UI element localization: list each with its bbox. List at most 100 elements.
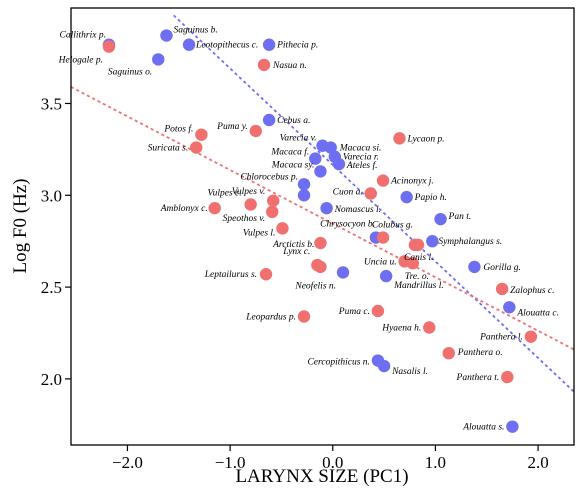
point-label: Suricata s.	[148, 144, 189, 154]
point-label: Gorilla g.	[483, 263, 520, 273]
y-tick-label: 2.0	[41, 370, 62, 389]
point-red	[244, 198, 257, 211]
point-label: Chrysocyon b.	[320, 220, 375, 230]
point-label: Nasua n.	[272, 61, 307, 71]
point-label: Neofelis n.	[294, 280, 336, 291]
point-label: Colubus g.	[372, 221, 413, 231]
point-label: Puma y.	[216, 122, 248, 132]
y-tick-label: 3.5	[41, 94, 62, 113]
point-label: Panthera l.	[479, 333, 523, 343]
point-label: Chlorocebus p.	[240, 172, 298, 182]
point-label: Vulpes v.	[232, 187, 265, 197]
point-label: Zalophus c.	[510, 286, 554, 296]
point-label: Hyaena h.	[381, 323, 421, 333]
point-blue	[434, 212, 447, 226]
point-label: Saguinus b.	[173, 26, 217, 36]
point-red	[406, 257, 420, 270]
plot-frame	[70, 7, 575, 446]
point-red	[276, 222, 289, 235]
point-blue	[320, 201, 333, 215]
point-red	[314, 260, 327, 274]
point-label: Acinonyx j.	[390, 177, 434, 187]
point-label: Nomascus l.	[334, 205, 381, 215]
point-red	[442, 346, 455, 360]
point-label: Alouatta s.	[462, 423, 504, 433]
point-label: Ateles f.	[346, 160, 378, 171]
point-label: Leopardus p.	[245, 312, 296, 322]
point-label: Panthera t.	[456, 373, 500, 383]
point-label: Saguinus o.	[108, 67, 152, 77]
point-label: Leotopithecus c.	[195, 41, 258, 51]
point-labels: Callithrix p. Saguinus b. Leotopithecus c.…	[58, 26, 559, 433]
point-label: Cuon a.	[333, 187, 363, 197]
point-blue	[297, 178, 311, 191]
point-red	[495, 282, 509, 296]
point-blue	[309, 152, 322, 165]
point-label: Cebus a.	[277, 116, 310, 126]
x-tick-label: −2.0	[112, 453, 143, 472]
point-red	[376, 231, 390, 244]
point-label: Vulpes l.	[243, 228, 276, 238]
point-label: Leptailurus s.	[204, 270, 257, 280]
point-label: Arctictis b.	[272, 240, 314, 250]
point-red	[266, 205, 279, 219]
point-blue	[506, 420, 519, 433]
point-label: Panthera o.	[457, 348, 503, 358]
point-red	[423, 321, 436, 334]
point-blue	[152, 53, 165, 66]
point-label: Macaca si.	[339, 144, 382, 154]
point-label: Helogale p.	[58, 56, 103, 66]
point-label: Symphalangus s.	[438, 237, 502, 247]
point-red	[267, 194, 280, 207]
point-blue	[160, 29, 173, 42]
point-blue	[468, 260, 481, 274]
point-label: Uncia u.	[364, 257, 397, 267]
point-label: Pan t.	[448, 212, 472, 222]
point-red	[195, 128, 208, 141]
point-red	[411, 238, 425, 252]
point-red	[102, 40, 116, 53]
x-tick-label: 1.0	[425, 453, 446, 472]
y-axis-title: Log F0 (Hz)	[10, 179, 31, 274]
point-label: Potos f.	[163, 124, 193, 135]
point-red	[190, 141, 203, 154]
data-points	[102, 29, 538, 433]
y-tick-label: 2.5	[41, 278, 62, 297]
x-tick-label: 2.0	[527, 453, 548, 472]
point-red	[376, 174, 390, 187]
point-label: Lycaon p.	[406, 134, 444, 144]
x-tick-label: −1.0	[215, 453, 246, 472]
point-blue	[503, 301, 516, 314]
x-tick-label: 0.0	[322, 453, 343, 472]
point-label: Alouatta c.	[516, 308, 559, 318]
point-red	[371, 304, 385, 318]
point-label: Callithrix p.	[60, 31, 106, 41]
point-blue	[262, 113, 276, 127]
point-blue	[332, 157, 346, 171]
point-blue	[297, 189, 311, 202]
point-blue	[182, 38, 196, 51]
point-blue	[314, 165, 327, 178]
point-red	[208, 201, 221, 215]
point-blue	[400, 190, 413, 204]
point-blue	[262, 38, 276, 51]
point-blue	[377, 359, 391, 373]
point-label: Canis l.	[404, 253, 434, 263]
point-red	[501, 370, 514, 384]
point-red	[524, 330, 538, 343]
point-label: Nasalis l.	[391, 367, 428, 377]
point-label: Cercopithicus n.	[307, 358, 369, 368]
point-red	[364, 187, 377, 200]
point-red	[259, 268, 273, 281]
y-tick-label: 3.0	[41, 186, 62, 205]
trendline-red	[71, 86, 574, 351]
trendline-blue	[173, 14, 574, 393]
point-blue	[426, 234, 439, 248]
point-label: Lynx c.	[282, 247, 310, 257]
point-label: Macaca f.	[270, 147, 309, 158]
point-red	[249, 124, 262, 138]
point-label: Macaca sy.	[271, 160, 315, 170]
point-label: Puma c.	[338, 307, 370, 317]
axes: −2.0 −1.0 0.0 1.0 2.0 2.0 2.5 3.0 3.5	[41, 94, 549, 472]
